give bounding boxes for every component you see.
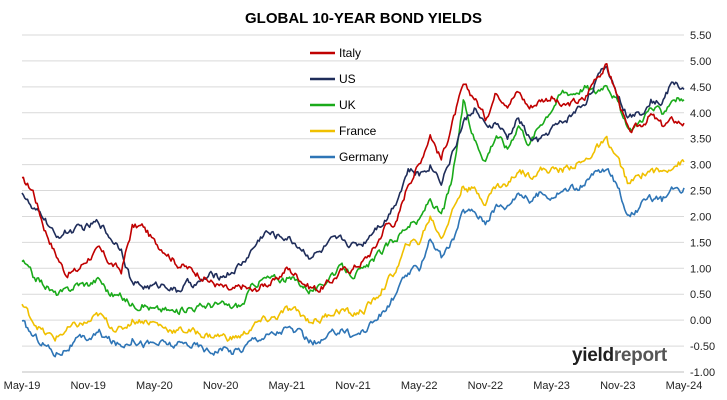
x-tick-label: May-22 xyxy=(401,380,438,392)
x-tick-label: May-21 xyxy=(268,380,305,392)
y-tick-label: 3.50 xyxy=(690,134,711,146)
logo-part-report: report xyxy=(613,345,667,366)
x-tick-label: May-24 xyxy=(666,380,703,392)
x-tick-label: May-20 xyxy=(136,380,173,392)
x-tick-label: May-23 xyxy=(533,380,570,392)
series-line-italy xyxy=(21,63,685,293)
series-lines xyxy=(21,63,685,358)
legend-label-uk: UK xyxy=(339,98,356,112)
y-tick-label: 0.50 xyxy=(690,289,711,301)
y-tick-label: 5.50 xyxy=(690,30,711,42)
y-tick-label: -0.50 xyxy=(690,341,715,353)
logo-part-yield: yield xyxy=(572,345,614,366)
series-line-us xyxy=(21,65,685,293)
series-line-france xyxy=(21,135,685,342)
y-tick-label: 4.00 xyxy=(690,108,711,120)
y-tick-label: 2.50 xyxy=(690,186,711,198)
y-tick-labels: 5.50 5.00 4.50 4.00 3.50 3.00 2.50 2.00 1.50 1.00… xyxy=(690,30,715,379)
x-tick-label: Nov-22 xyxy=(468,380,503,392)
legend-label-italy: Italy xyxy=(339,46,361,60)
legend-label-france: France xyxy=(339,124,377,138)
y-tick-label: 2.00 xyxy=(690,211,711,223)
legend-label-us: US xyxy=(339,72,356,86)
yieldreport-logo: yieldreport xyxy=(572,345,667,367)
x-tick-labels: May-19 Nov-19 May-20 Nov-20 May-21 Nov-21 May-… xyxy=(4,380,703,392)
x-tick-label: Nov-21 xyxy=(335,380,370,392)
legend-label-germany: Germany xyxy=(339,150,388,164)
legend: Italy US UK France Germany xyxy=(310,46,388,164)
y-tick-label: 1.50 xyxy=(690,237,711,249)
y-tick-label: 1.00 xyxy=(690,263,711,275)
y-tick-label: 4.50 xyxy=(690,82,711,94)
y-tick-label: -1.00 xyxy=(690,367,715,379)
chart-title: GLOBAL 10-YEAR BOND YIELDS xyxy=(245,10,482,27)
series-line-uk xyxy=(21,84,685,316)
y-tick-label: 5.00 xyxy=(690,56,711,68)
x-tick-label: Nov-20 xyxy=(203,380,238,392)
x-tick-label: May-19 xyxy=(4,380,41,392)
y-tick-label: 3.00 xyxy=(690,160,711,172)
x-tick-label: Nov-23 xyxy=(600,380,635,392)
series-line-germany xyxy=(21,168,685,358)
y-tick-label: 0.00 xyxy=(690,315,711,327)
x-tick-label: Nov-19 xyxy=(70,380,105,392)
